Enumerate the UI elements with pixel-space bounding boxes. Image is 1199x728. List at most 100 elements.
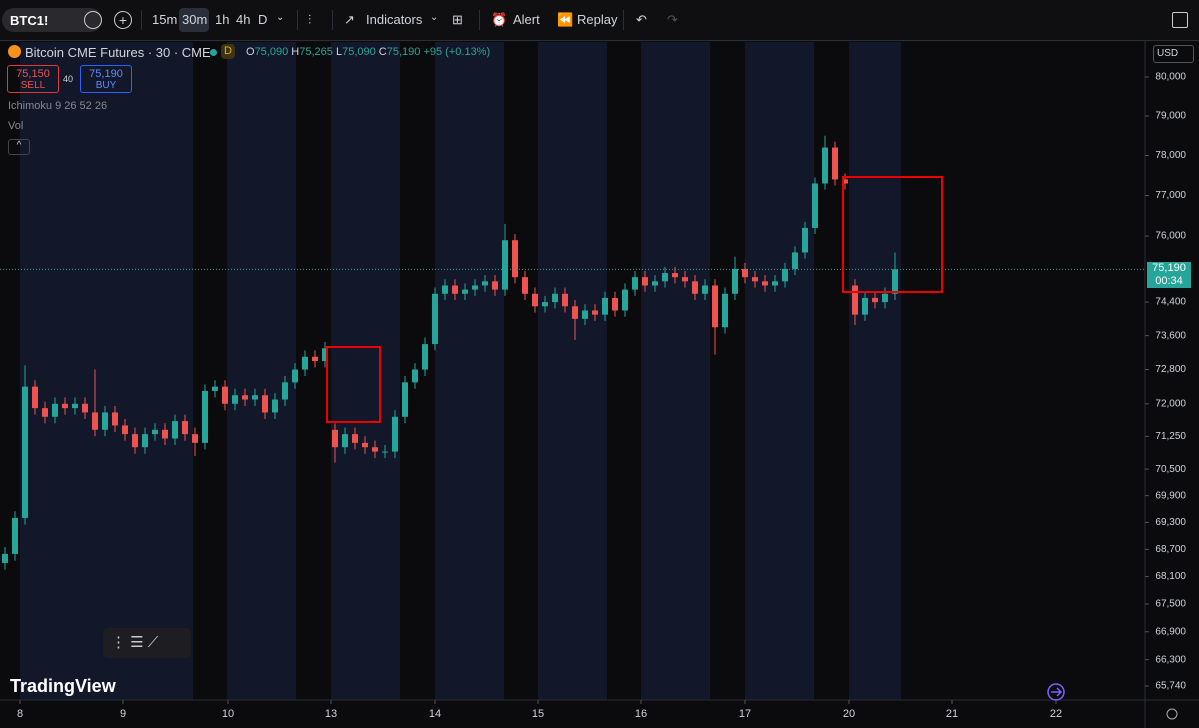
- sell-price: 75,150: [16, 68, 50, 80]
- candle-body: [232, 395, 238, 404]
- candle-body: [452, 285, 458, 294]
- favorite-icon[interactable]: [84, 11, 102, 29]
- candle-body: [862, 297, 868, 315]
- y-tick-label: 80,000: [1155, 72, 1186, 83]
- alert[interactable]: Alert: [513, 12, 540, 27]
- candle-body: [792, 252, 798, 269]
- candle-body: [402, 382, 408, 417]
- last-price-label: 75,190 00:34: [1147, 262, 1191, 289]
- y-tick-label: 68,700: [1155, 544, 1186, 555]
- x-tick-label: 21: [946, 708, 958, 720]
- interval-menu[interactable]: ⌄: [276, 12, 285, 23]
- candle-body: [612, 297, 618, 311]
- candle-body: [542, 302, 548, 307]
- candle-body: [272, 399, 278, 413]
- candle-body: [572, 306, 578, 319]
- interval[interactable]: 30m: [182, 12, 208, 27]
- candle-body: [642, 277, 648, 286]
- ohlc-value: 75,190: [386, 46, 421, 58]
- candle-body: [632, 277, 638, 290]
- candle-body: [502, 240, 508, 290]
- interval[interactable]: 1h: [215, 12, 230, 27]
- ohlc-value: 75,265: [299, 46, 333, 58]
- ohlc-value: 75,090: [254, 46, 289, 58]
- symbol: BTC1!: [10, 13, 49, 28]
- candle-body: [602, 297, 608, 315]
- candle-body: [712, 285, 718, 328]
- candle-body: [552, 293, 558, 303]
- buy-button[interactable]: 75,190 BUY: [80, 65, 132, 93]
- candle-body: [432, 293, 438, 345]
- indicators[interactable]: Indicators: [366, 12, 423, 27]
- candle-body: [282, 382, 288, 400]
- goto-realtime[interactable]: [1047, 683, 1065, 701]
- currency[interactable]: USD: [1153, 45, 1194, 63]
- drawing-toolbar[interactable]: ⋮ ☰ ⟋: [103, 628, 191, 658]
- replay-icon[interactable]: ⏪: [557, 12, 574, 27]
- x-tick-label: 9: [120, 708, 126, 720]
- fullscreen[interactable]: [1172, 12, 1188, 28]
- candle-body: [672, 273, 678, 278]
- layouts-icon[interactable]: ⊞: [452, 12, 463, 27]
- undo[interactable]: ↶: [636, 12, 647, 27]
- candle-body: [112, 412, 118, 426]
- settings-icon[interactable]: [1166, 708, 1178, 720]
- candle-body: [492, 281, 498, 290]
- interval[interactable]: D: [258, 12, 268, 27]
- x-tick-label: 15: [532, 708, 544, 720]
- collapse-legend[interactable]: ^: [8, 139, 30, 155]
- x-tick-label: 16: [635, 708, 647, 720]
- candle-body: [152, 429, 158, 435]
- chart-type-icon[interactable]: ⫶: [308, 12, 312, 27]
- change: +95 (+0.13%): [423, 46, 491, 58]
- candle-body: [532, 293, 538, 307]
- candle-body: [332, 429, 338, 448]
- goto-icon: [1051, 687, 1063, 697]
- candle-body: [42, 408, 48, 417]
- indicators-menu[interactable]: ⌄: [430, 12, 439, 23]
- y-tick-label: 67,500: [1155, 599, 1186, 610]
- interval[interactable]: 4h: [236, 12, 251, 27]
- volume-label: Vol: [8, 120, 24, 132]
- indicators-icon[interactable]: ↗: [344, 12, 355, 27]
- sell-button[interactable]: 75,150 SELL: [7, 65, 59, 93]
- delay-badge: D: [221, 44, 235, 59]
- candle-body: [222, 386, 228, 404]
- candle-body: [872, 297, 878, 303]
- candle-body: [302, 356, 308, 370]
- candle-body: [662, 273, 668, 282]
- candle-body: [312, 356, 318, 362]
- y-tick-label: 74,400: [1155, 297, 1186, 308]
- candle-body: [392, 416, 398, 452]
- series-title: Bitcoin CME Futures · 30 · CME: [25, 45, 211, 60]
- ohlc: O75,090 H75,265 L75,090 C75,190 +95 (+0.…: [246, 46, 490, 58]
- candle-body: [342, 434, 348, 448]
- alert-icon[interactable]: ⏰: [491, 12, 508, 27]
- compare-icon[interactable]: +: [114, 11, 132, 29]
- y-tick-label: 66,900: [1155, 626, 1186, 637]
- candle-body: [192, 434, 198, 443]
- candle-body: [622, 289, 628, 311]
- y-tick-label: 76,000: [1155, 231, 1186, 242]
- candle-body: [782, 268, 788, 282]
- candle-body: [62, 403, 68, 409]
- candle-body: [172, 421, 178, 439]
- x-tick-label: 22: [1050, 708, 1062, 720]
- candle-body: [422, 344, 428, 370]
- candle-body: [32, 386, 38, 409]
- candle-body: [652, 281, 658, 286]
- candle-body: [702, 285, 708, 294]
- candle-body: [562, 293, 568, 307]
- candle-body: [812, 183, 818, 228]
- candle-body: [202, 390, 208, 443]
- replay[interactable]: Replay: [577, 12, 618, 27]
- candle-body: [142, 434, 148, 448]
- countdown: 00:34: [1155, 275, 1183, 288]
- candle-body: [892, 269, 898, 294]
- ohlc-label: L: [335, 46, 343, 58]
- candle-body: [722, 293, 728, 328]
- watermark: TradingView: [10, 676, 116, 696]
- redo[interactable]: ↷: [667, 12, 678, 27]
- interval[interactable]: 15m: [152, 12, 178, 27]
